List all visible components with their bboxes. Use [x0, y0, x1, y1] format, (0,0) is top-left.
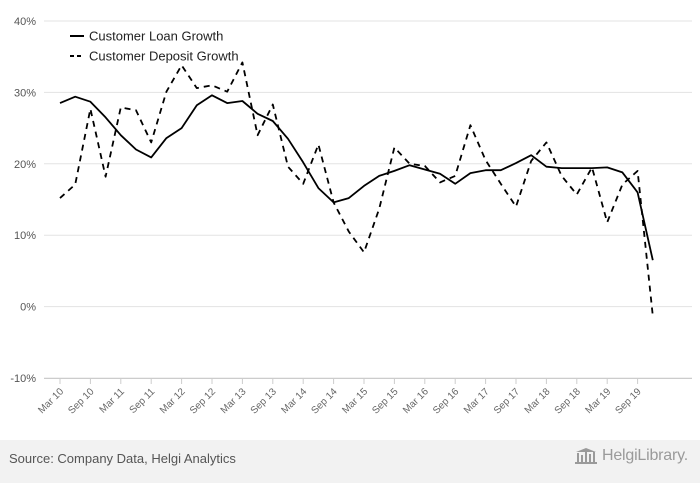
y-axis: -10% 0% 10% 20% 30% 40%	[10, 16, 36, 385]
x-tick-label: Sep 17	[492, 386, 522, 416]
y-tick-label: 0%	[20, 302, 36, 314]
x-tick-label: Mar 16	[401, 386, 431, 416]
source-note: Source: Company Data, Helgi Analytics	[9, 451, 236, 466]
x-tick-label: Sep 18	[553, 386, 583, 416]
x-tick-label: Sep 12	[188, 386, 218, 416]
x-tick-label: Mar 14	[280, 386, 310, 416]
legend-label: Customer Loan Growth	[89, 29, 223, 44]
x-tick-label: Sep 14	[310, 386, 340, 416]
x-tick-label: Sep 11	[128, 386, 158, 416]
x-tick-label: Mar 18	[523, 386, 553, 416]
y-tick-label: -10%	[10, 373, 36, 385]
x-tick-label: Mar 11	[98, 386, 128, 416]
x-tick-label: Mar 15	[340, 386, 370, 416]
x-tick-label: Mar 19	[584, 386, 614, 416]
library-building-icon	[574, 448, 597, 464]
y-tick-label: 20%	[14, 159, 36, 171]
y-tick-label: 10%	[14, 230, 36, 242]
y-tick-label: 40%	[14, 16, 36, 28]
legend: Customer Loan Growth Customer Deposit Gro…	[70, 29, 239, 64]
helgi-library-logo[interactable]: HelgiLibrary.	[574, 447, 688, 465]
grid-lines	[44, 20, 692, 379]
x-tick-label: Sep 10	[66, 386, 96, 416]
chart: -10%0%10%20%30%40% Mar 10 Sep 10 Mar 11 Sep…	[10, 16, 692, 417]
logo-text: HelgiLibrary.	[601, 447, 688, 464]
x-tick-label: Mar 17	[462, 386, 492, 416]
x-tick-label: Sep 13	[249, 386, 279, 416]
customer-loan-growth-line	[59, 94, 654, 261]
x-tick-label: Mar 13	[219, 386, 249, 416]
footer-band	[0, 440, 700, 483]
x-tick-label: Mar 12	[158, 386, 188, 416]
x-tick-label: Sep 19	[614, 386, 644, 416]
series-lines	[59, 61, 654, 316]
x-tick-label: Mar 10	[36, 386, 66, 416]
y-tick-label: 30%	[14, 87, 36, 99]
customer-deposit-growth-line	[59, 61, 654, 316]
x-axis: Mar 10 Sep 10 Mar 11 Sep 11 Mar 12 Sep 12 Mar …	[36, 378, 692, 417]
x-tick-label: Sep 15	[370, 386, 400, 416]
legend-label: Customer Deposit Growth	[89, 49, 239, 64]
x-tick-label: Sep 16	[431, 386, 461, 416]
